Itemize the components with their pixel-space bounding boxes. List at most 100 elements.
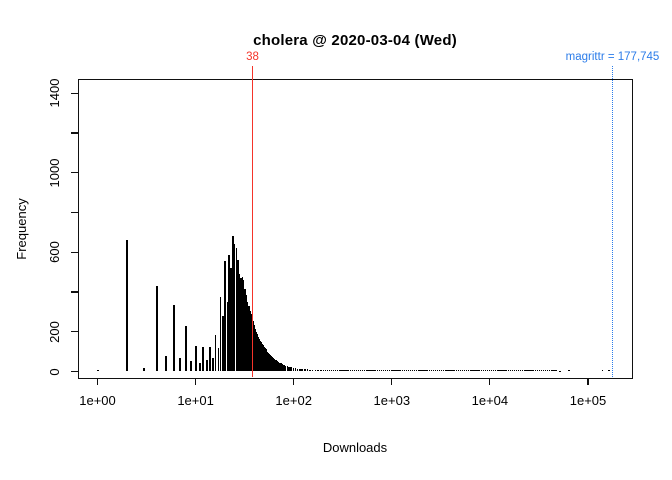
histogram-bar	[330, 369, 333, 372]
histogram-bar	[172, 304, 175, 372]
y-tick-label: 1000	[47, 158, 62, 188]
histogram-bar	[339, 369, 341, 372]
histogram-bar	[395, 369, 397, 372]
histogram-bar	[155, 286, 158, 372]
histogram-bar	[568, 370, 570, 372]
histogram-bar	[457, 369, 460, 372]
histogram-bar	[228, 255, 230, 372]
histogram-bar	[249, 310, 251, 372]
histogram-bar	[374, 369, 376, 372]
histogram-bar	[451, 369, 453, 372]
histogram-bar	[403, 369, 405, 372]
histogram-bar	[455, 369, 457, 372]
histogram-bar	[349, 369, 351, 372]
x-tick-label: 1e+03	[373, 393, 411, 408]
histogram-bar	[250, 313, 253, 372]
histogram-bar	[501, 369, 503, 372]
histogram-bar	[304, 369, 306, 372]
histogram-bar	[401, 369, 403, 372]
plot-area	[78, 79, 633, 379]
histogram-bar	[492, 369, 495, 372]
y-tick	[71, 132, 78, 134]
x-tick	[489, 378, 491, 385]
histogram-bar	[445, 369, 447, 372]
histogram-bar	[378, 369, 381, 372]
x-tick	[195, 378, 197, 385]
histogram-bar	[480, 369, 482, 372]
histogram-bar	[264, 348, 266, 372]
histogram-bar	[247, 301, 249, 372]
histogram-bar	[224, 261, 226, 372]
histogram-bar	[376, 369, 378, 372]
histogram-bar	[317, 369, 319, 372]
histogram-bar	[293, 367, 295, 372]
histogram-bar	[555, 370, 557, 372]
x-tick-label: 1e+05	[569, 393, 607, 408]
histogram-bar	[608, 369, 610, 372]
histogram-bar	[520, 369, 522, 372]
histogram-bar	[267, 352, 269, 372]
histogram-bar	[465, 369, 468, 372]
histogram-bar	[314, 369, 316, 372]
histogram-bar	[345, 369, 347, 372]
y-tick	[71, 172, 78, 174]
y-tick-label: 0	[47, 367, 62, 376]
histogram-bar	[382, 369, 385, 372]
histogram-bar	[532, 369, 534, 372]
histogram-bar	[289, 366, 291, 372]
histogram-bar	[488, 369, 491, 372]
histogram-bar	[538, 369, 541, 372]
histogram-bar	[522, 369, 524, 372]
histogram-bar	[263, 346, 265, 372]
histogram-bar	[366, 369, 368, 372]
histogram-bar	[364, 369, 366, 372]
x-tick-label: 1e+02	[275, 393, 312, 408]
histogram-bar	[428, 369, 430, 372]
histogram-bar	[343, 369, 345, 372]
histogram-bar	[337, 369, 339, 372]
y-tick	[71, 291, 78, 293]
histogram-bar	[418, 369, 420, 372]
histogram-bar	[413, 369, 416, 372]
histogram-bar	[272, 357, 275, 372]
histogram-bar	[271, 356, 273, 372]
histogram-bar	[299, 368, 301, 372]
histogram-bar	[233, 244, 236, 372]
histogram-bar	[524, 369, 526, 372]
histogram-bar	[217, 347, 219, 372]
histogram-bar	[266, 351, 269, 372]
histogram-bar	[279, 362, 281, 372]
histogram-bar	[301, 368, 303, 372]
histogram-bar	[277, 361, 280, 372]
histogram-bar	[528, 369, 530, 372]
histogram-bar	[459, 369, 462, 372]
histogram-bar	[202, 347, 205, 372]
histogram-bar	[509, 369, 511, 372]
histogram-bar	[281, 363, 283, 372]
histogram-bar	[472, 369, 474, 372]
histogram-bar	[499, 369, 501, 372]
histogram-bar	[280, 363, 282, 372]
histogram-bar	[549, 369, 551, 372]
histogram-bar	[359, 369, 362, 372]
histogram-bar	[474, 369, 476, 372]
histogram-bar	[355, 369, 358, 372]
histogram-bar	[601, 370, 604, 372]
histogram-bar	[438, 369, 441, 372]
histogram-bar	[505, 369, 507, 372]
histogram-bar	[126, 239, 129, 372]
histogram-bar	[208, 347, 211, 372]
histogram-bar	[222, 315, 224, 372]
histogram-bar	[335, 369, 337, 372]
histogram-bar	[490, 369, 493, 372]
histogram-bar	[237, 260, 239, 372]
histogram-bar	[244, 289, 246, 372]
x-tick-label: 1e+01	[177, 393, 214, 408]
histogram-bar	[411, 369, 414, 372]
histogram-bar	[397, 369, 399, 372]
histogram-bar	[484, 369, 487, 372]
histogram-bar	[248, 305, 250, 372]
y-tick	[71, 92, 78, 94]
histogram-bar	[194, 345, 197, 372]
